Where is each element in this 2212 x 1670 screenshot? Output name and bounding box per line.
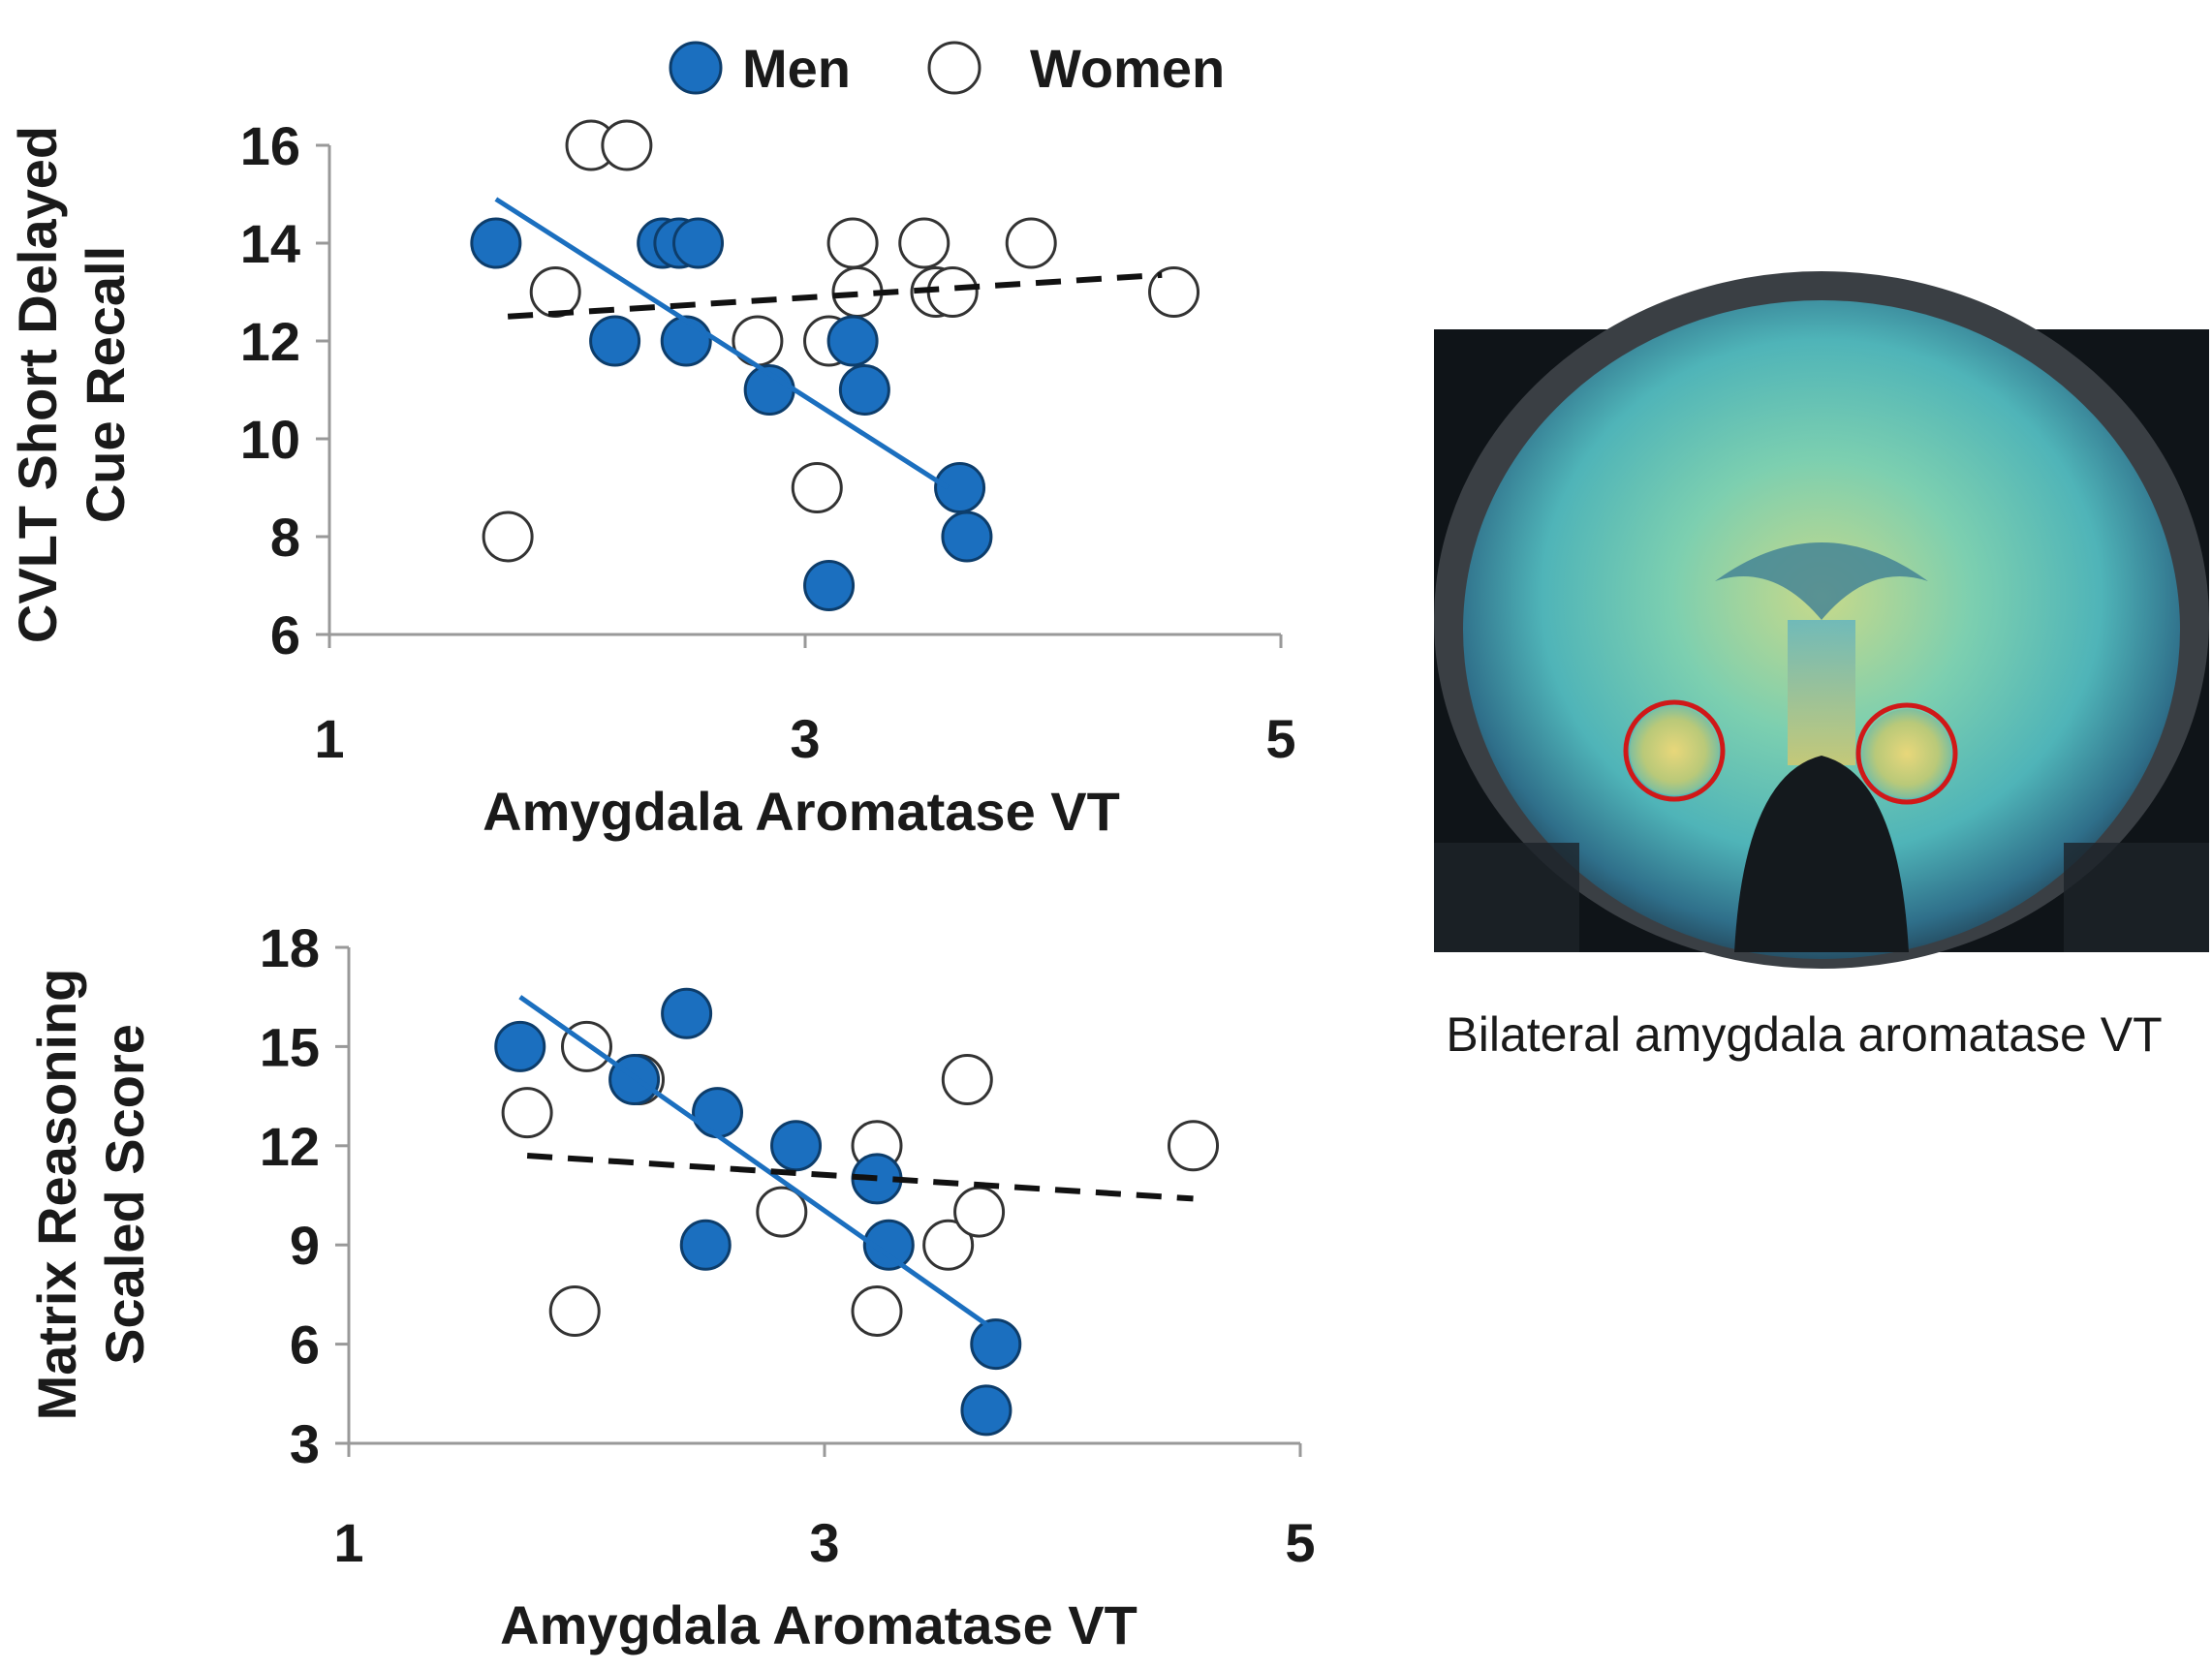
cvlt-fit-line-men [494,197,950,490]
matrix-y-tick-label: 18 [260,917,320,978]
matrix-point-men [770,1120,823,1172]
cvlt-scatter-plot: CVLT Short Delayed Cue Recall Amygdala A… [7,115,1296,842]
matrix-point-women [922,1219,975,1271]
matrix-scatter-plot: Matrix Reasoning Scaled Score Amygdala A… [26,917,1316,1655]
cvlt-point-men [672,217,725,269]
cvlt-point-women [482,510,534,563]
cvlt-point-women [601,119,653,171]
matrix-x-axis-title: Amygdala Aromatase VT [500,1594,1137,1655]
cvlt-point-women [1148,266,1200,318]
cvlt-point-women [826,217,879,269]
cvlt-y-tick-label: 10 [240,409,300,470]
cvlt-y-tick-label: 8 [270,507,300,568]
brain-image-caption: Bilateral amygdala aromatase VT [1446,1007,2162,1062]
matrix-point-women [1168,1120,1220,1172]
matrix-fit-line-men [518,995,993,1330]
matrix-y-tick-label: 3 [290,1413,320,1474]
cvlt-point-women [529,266,581,318]
matrix-y-axis-title-line1: Matrix Reasoning [26,969,87,1421]
cvlt-y-tick-label: 14 [240,213,300,274]
matrix-y-axis-title-line2: Scaled Score [94,1024,155,1365]
cvlt-point-women [791,462,843,513]
lower-dark-left [1434,843,1579,952]
matrix-point-men [960,1384,1013,1437]
legend-label-men: Men [742,38,851,99]
cvlt-point-men [660,315,712,367]
matrix-point-women [756,1186,808,1238]
left-amygdala-roi [1623,699,1726,802]
legend-marker-men [669,41,723,95]
matrix-x-tick-label: 5 [1285,1512,1315,1573]
matrix-y-tick-label: 12 [260,1116,320,1177]
cvlt-point-men [934,462,986,513]
cvlt-point-men [826,315,879,367]
matrix-point-men [692,1087,744,1139]
cvlt-x-axis-title: Amygdala Aromatase VT [483,781,1120,842]
cvlt-point-men [589,315,641,367]
cvlt-x-tick-label: 3 [790,708,820,769]
cvlt-point-men [803,560,856,611]
cvlt-y-axis-title-line2: Cue Recall [75,246,136,523]
right-amygdala-roi [1855,702,1958,805]
matrix-y-tick-label: 6 [290,1314,320,1376]
cvlt-point-men [941,510,993,563]
matrix-x-tick-label: 1 [333,1512,363,1573]
brainstem-dark-region [1734,756,1909,952]
midline-structure [1788,620,1855,765]
matrix-point-women [548,1284,601,1337]
matrix-fit-line-women [526,1153,1194,1202]
cvlt-point-men [838,364,890,416]
cvlt-point-men [470,217,522,269]
cvlt-fit-line-women [507,271,1163,320]
cvlt-y-tick-label: 12 [240,311,300,372]
matrix-point-men [661,987,713,1039]
matrix-point-women [953,1186,1006,1238]
matrix-point-men [862,1219,915,1271]
cvlt-x-tick-label: 1 [314,708,344,769]
cvlt-point-women [1005,217,1057,269]
matrix-point-women [851,1284,903,1337]
matrix-y-tick-label: 15 [260,1016,320,1077]
matrix-y-tick-label: 9 [290,1215,320,1276]
cvlt-y-tick-label: 16 [240,115,300,176]
left-amygdala-uptake [1630,706,1719,795]
cvlt-y-axis-title-line1: CVLT Short Delayed [7,126,68,643]
legend: Men Women [669,38,1225,99]
matrix-y-axis-title: Matrix Reasoning Scaled Score [26,969,155,1421]
cvlt-y-tick-label: 6 [270,604,300,665]
right-amygdala-uptake [1862,709,1951,798]
matrix-x-tick-label: 3 [809,1512,839,1573]
matrix-point-men [494,1020,546,1072]
legend-label-women: Women [1030,38,1225,99]
cvlt-y-axis-title: CVLT Short Delayed Cue Recall [7,126,136,643]
matrix-point-women [941,1054,993,1106]
cvlt-point-women [898,217,950,269]
cvlt-x-tick-label: 5 [1265,708,1295,769]
ventricles [1715,542,1928,620]
matrix-point-women [501,1087,553,1139]
brain-image [1434,271,2209,969]
lower-dark-right [2064,843,2209,952]
legend-marker-women [927,41,981,95]
matrix-point-men [679,1219,732,1271]
matrix-point-men [970,1318,1022,1371]
